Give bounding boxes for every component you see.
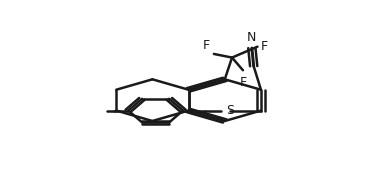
Text: N: N [247,31,257,44]
Text: F: F [261,40,268,53]
Text: F: F [203,39,210,52]
Text: F: F [239,76,246,89]
Text: S: S [226,104,234,117]
